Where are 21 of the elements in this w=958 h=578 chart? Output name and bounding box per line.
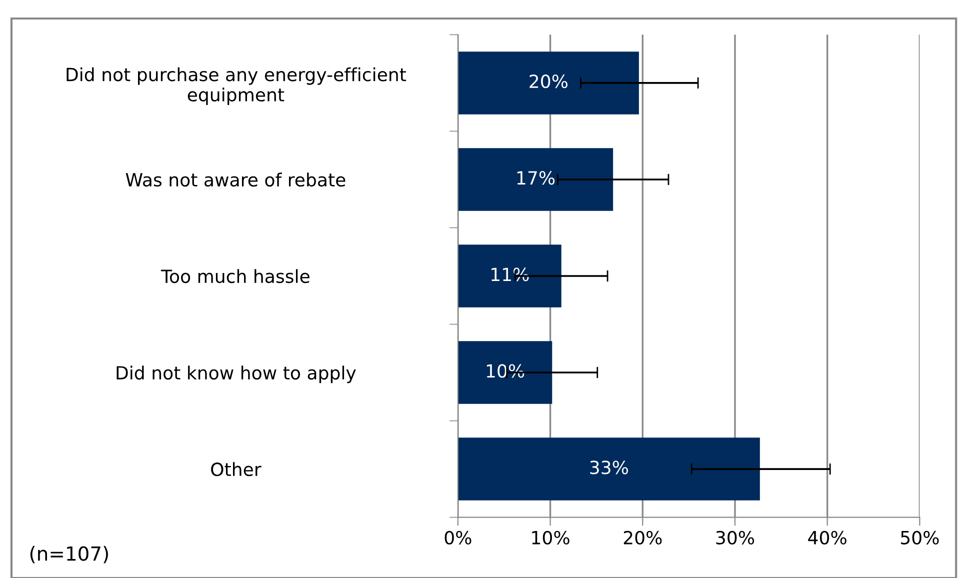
bar: [458, 244, 562, 308]
x-tick-label: 40%: [808, 530, 846, 544]
data-label: 17%: [517, 171, 555, 185]
y-tick-label: Did not know how to apply: [116, 366, 356, 384]
y-tick-label: Too much hassle: [160, 269, 310, 284]
y-tick-label: Was not aware of rebate: [126, 172, 346, 187]
bar: [458, 148, 614, 211]
y-tick-label: Did not purchase any energy-efficient equipment: [66, 67, 406, 106]
x-tick-label: 10%: [532, 530, 570, 544]
data-label: 10%: [486, 364, 524, 378]
bar: [458, 341, 552, 404]
data-label: 20%: [530, 74, 568, 88]
bar: [458, 438, 760, 500]
bar: [458, 52, 639, 114]
x-tick-label: 0%: [444, 530, 472, 544]
x-tick-label: 50%: [901, 530, 939, 544]
x-tick-label: 30%: [716, 530, 754, 544]
x-tick-label: 20%: [624, 530, 662, 544]
data-label: 33%: [590, 460, 628, 474]
text: (n=107): [30, 546, 108, 564]
y-tick-label: Other: [211, 462, 262, 476]
